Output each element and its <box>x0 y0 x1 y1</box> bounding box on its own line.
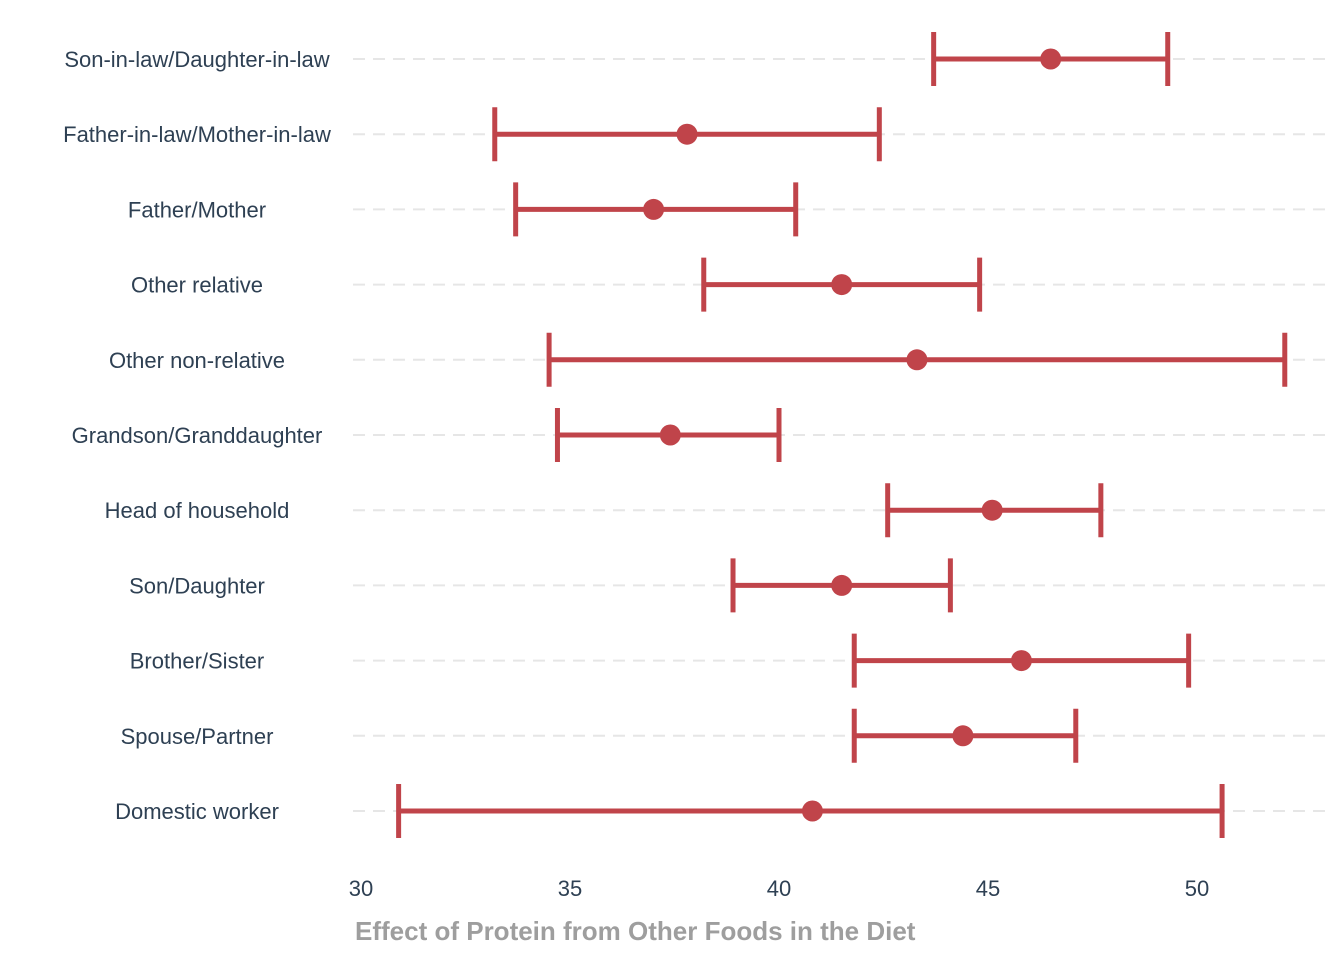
category-label: Grandson/Granddaughter <box>72 423 323 448</box>
error-bar-group <box>396 784 1225 838</box>
x-axis-title: Effect of Protein from Other Foods in th… <box>355 916 916 946</box>
x-tick-label: 50 <box>1185 876 1209 901</box>
error-bar-group <box>492 107 882 162</box>
error-bar-group <box>851 633 1192 688</box>
error-bars <box>396 32 1288 838</box>
x-tick-label: 30 <box>349 876 373 901</box>
category-label: Head of household <box>105 498 290 523</box>
category-label: Domestic worker <box>115 799 279 824</box>
estimate-point <box>1040 48 1062 70</box>
x-tick-label: 35 <box>558 876 582 901</box>
x-tick-labels: 30 35 40 45 50 <box>349 876 1209 901</box>
estimate-point <box>643 198 665 220</box>
x-tick-label: 45 <box>976 876 1000 901</box>
category-label: Other relative <box>131 273 263 298</box>
estimate-point <box>952 725 974 747</box>
error-bar-group <box>701 257 983 312</box>
error-bar-group <box>730 558 953 613</box>
estimate-point <box>659 424 681 446</box>
estimate-point <box>831 574 853 596</box>
estimate-point <box>906 349 928 371</box>
category-label: Father-in-law/Mother-in-law <box>63 122 331 147</box>
error-bar-group <box>513 182 799 237</box>
category-label: Spouse/Partner <box>121 724 274 749</box>
error-bar-group <box>546 332 1288 387</box>
estimate-point <box>676 123 698 145</box>
estimate-point <box>801 800 823 822</box>
estimate-point <box>981 499 1003 521</box>
category-label: Son/Daughter <box>129 573 265 598</box>
category-labels: Son-in-law/Daughter-in-law Father-in-law/… <box>63 47 331 824</box>
grid-lines <box>353 58 1330 812</box>
error-bar-group <box>554 408 782 462</box>
category-label: Son-in-law/Daughter-in-law <box>64 47 329 72</box>
x-tick-label: 40 <box>767 876 791 901</box>
error-bar-group <box>851 708 1079 763</box>
category-label: Other non-relative <box>109 348 285 373</box>
error-bar-group <box>931 32 1171 86</box>
estimate-point <box>831 274 853 296</box>
estimate-point <box>1010 650 1032 672</box>
category-label: Brother/Sister <box>130 649 265 674</box>
category-label: Father/Mother <box>128 197 266 222</box>
error-bar-group <box>885 483 1104 538</box>
